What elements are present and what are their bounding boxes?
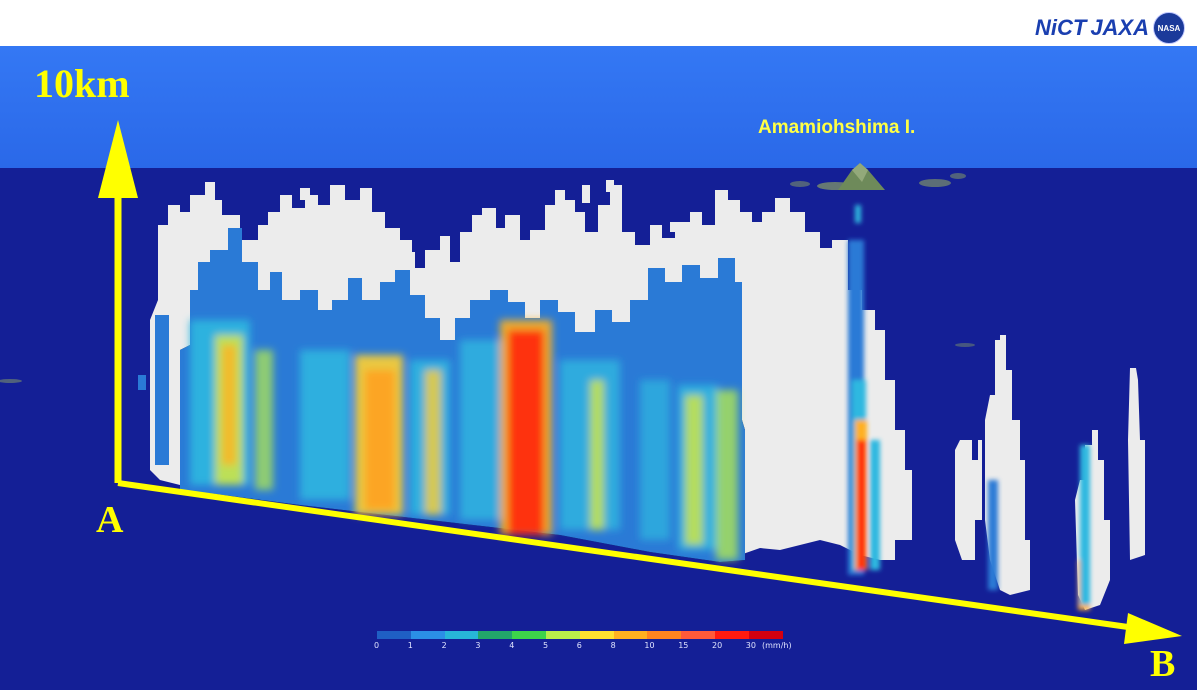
jaxa-logo: JAXA — [1090, 15, 1149, 40]
colorbar-tick-label: 15 — [678, 641, 689, 650]
colorbar-unit: (mm/h) — [762, 641, 792, 650]
colorbar-cell — [512, 631, 546, 639]
colorbar-cell — [714, 631, 749, 639]
amamiohshima-island-shape — [838, 163, 885, 190]
colorbar-tick-label: 4 — [509, 641, 515, 650]
colorbar-tick-label: 20 — [712, 641, 723, 650]
colorbar-cell — [681, 631, 715, 639]
height-axis — [98, 120, 138, 483]
sky — [0, 46, 1197, 170]
colorbar-tick-label: 5 — [543, 641, 549, 650]
colorbar-cell — [748, 631, 783, 639]
island-label: Amamiohshima I. — [758, 117, 916, 138]
nict-logo: NiCT — [1034, 15, 1087, 40]
colorbar-tick-label: 3 — [475, 641, 481, 650]
colorbar-tick-label: 10 — [644, 641, 655, 650]
colorbar-ticks: (mm/h) 0 1 2 3 4 5 6 8 10 15 20 30 — [370, 641, 810, 655]
colorbar-cell — [647, 631, 682, 639]
rain-rate-colorbar — [377, 631, 783, 639]
nasa-logo: NASA — [1153, 12, 1185, 44]
section-axis — [117, 480, 1182, 644]
colorbar-tick-label: 2 — [441, 641, 447, 650]
colorbar-cell — [444, 631, 479, 639]
colorbar-tick-label: 1 — [407, 641, 413, 650]
island-rain-column — [848, 205, 1090, 610]
colorbar-cell — [377, 631, 411, 639]
organization-logos: NiCT JAXA NASA — [1035, 8, 1185, 48]
colorbar-cell — [410, 631, 445, 639]
colorbar-cell — [545, 631, 580, 639]
colorbar-cell — [579, 631, 614, 639]
colorbar-tick-label: 30 — [745, 641, 756, 650]
colorbar-tick-label: 0 — [374, 641, 380, 650]
colorbar-tick-label: 6 — [576, 641, 582, 650]
colorbar-cell — [613, 631, 648, 639]
header-band — [0, 0, 1197, 46]
height-label: 10km — [34, 61, 130, 106]
point-b-label: B — [1150, 643, 1176, 685]
colorbar-tick-label: 8 — [610, 641, 616, 650]
colorbar-cell — [478, 631, 513, 639]
rain-intensity-bands — [190, 320, 738, 560]
point-a-label: A — [96, 499, 124, 541]
